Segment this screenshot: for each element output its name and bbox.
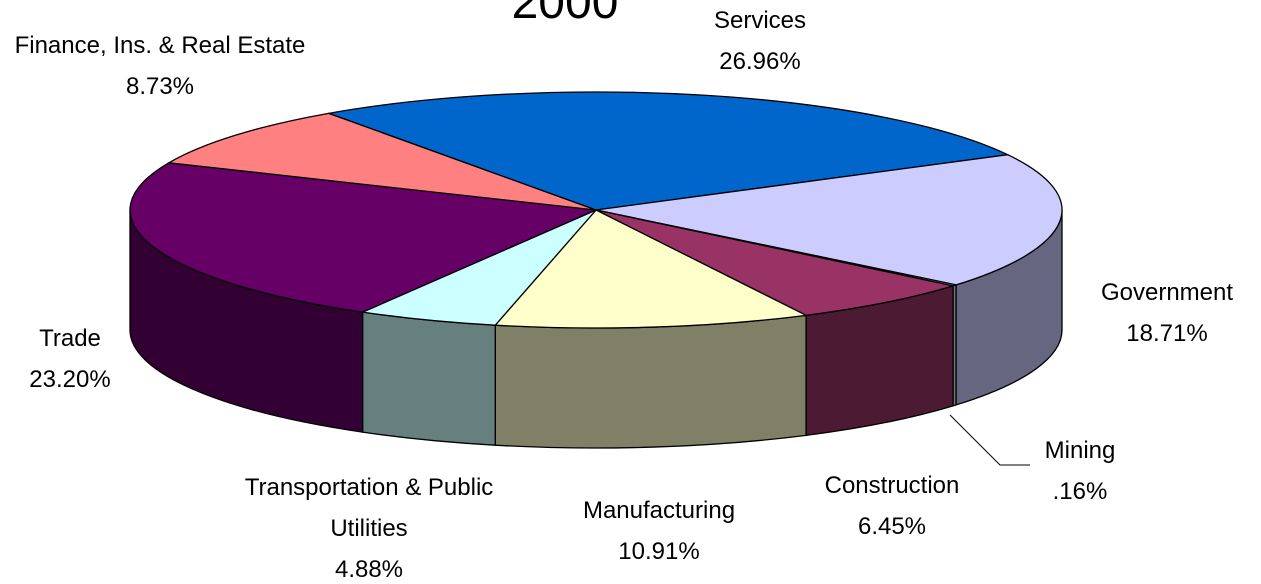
slice-side <box>361 311 496 446</box>
slice-name: Transportation & Public Utilities <box>244 474 494 542</box>
slice <box>129 162 599 313</box>
slice-label: Government 18.71% <box>1067 272 1261 354</box>
slice-name: Services <box>713 7 807 34</box>
slice <box>595 209 954 317</box>
slice <box>493 209 809 329</box>
leader-line <box>949 414 1030 466</box>
slice-name: Manufacturing <box>582 497 736 524</box>
slice-label: Services 26.96% <box>660 0 860 82</box>
slice-value: 26.96% <box>719 48 801 75</box>
slice-name: Government <box>1100 279 1234 306</box>
slice-value: 18.71% <box>1126 320 1208 347</box>
slice-label: Manufacturing 10.91% <box>549 490 769 572</box>
slice <box>595 154 1063 286</box>
slice-name: Mining <box>1044 437 1116 464</box>
slice-label: Construction 6.45% <box>792 465 992 547</box>
slice-label: Trade 23.20% <box>0 318 140 400</box>
slice-name: Trade <box>39 325 101 352</box>
chart-title: 2000 <box>512 0 619 29</box>
slice-value: 6.45% <box>857 513 927 540</box>
slice-label: Finance, Ins. & Real Estate 8.73% <box>0 25 320 107</box>
slice-label: Transportation & Public Utilities 4.88% <box>219 467 519 584</box>
slice <box>326 91 1010 211</box>
slice-value: 4.88% <box>334 556 404 583</box>
slice <box>166 112 597 211</box>
slice-value: 10.91% <box>618 538 700 565</box>
slice-name: Construction <box>824 472 960 499</box>
slice-value: 8.73% <box>125 73 195 100</box>
slice-label: Mining .16% <box>1020 430 1140 512</box>
slice-value: .16% <box>1052 478 1108 505</box>
slice-side <box>494 314 807 449</box>
slice-value: 23.20% <box>29 366 111 393</box>
slice-name: Finance, Ins. & Real Estate <box>14 32 306 59</box>
pie-tops <box>129 91 1063 329</box>
